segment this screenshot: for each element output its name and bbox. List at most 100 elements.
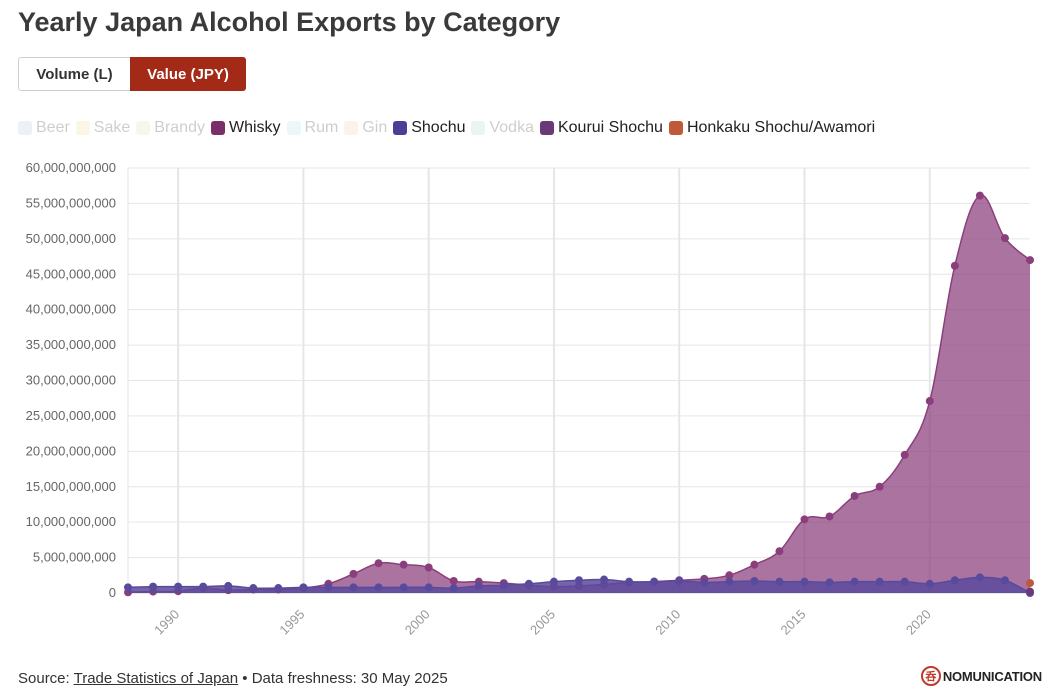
point-shochu: [850, 577, 859, 586]
legend-item-honkaku-shochu-awamori[interactable]: Honkaku Shochu/Awamori: [668, 119, 876, 137]
point-shochu: [975, 573, 984, 582]
point-honkaku-shochu-awamori: [1026, 579, 1034, 588]
metric-toggle: Volume (L) Value (JPY): [18, 57, 246, 91]
point-shochu: [1000, 576, 1009, 585]
point-shochu: [875, 577, 884, 586]
brand-logo[interactable]: 呑 NOMUNICATION: [920, 666, 1042, 686]
point-shochu: [750, 576, 759, 585]
point-whisky: [1026, 256, 1034, 265]
y-tick-label: 55,000,000,000: [26, 195, 116, 210]
legend-swatch: [210, 121, 225, 135]
nomunication-logo-icon: 呑: [920, 666, 941, 686]
point-whisky: [850, 491, 859, 500]
point-shochu: [474, 581, 483, 590]
source-link[interactable]: Trade Statistics of Japan: [73, 670, 239, 687]
x-tick-label: 2005: [527, 607, 558, 638]
point-whisky: [775, 547, 784, 556]
legend-swatch: [393, 121, 408, 135]
point-shochu: [224, 581, 233, 590]
point-shochu: [825, 578, 834, 587]
point-shochu: [499, 581, 508, 590]
point-whisky: [449, 576, 458, 585]
point-shochu: [524, 579, 533, 588]
point-shochu: [399, 583, 408, 592]
legend-label: Rum: [304, 119, 339, 136]
area-chart: 0 5,000,000,000 10,000,000,000 15,000,000,0…: [26, 160, 1034, 638]
point-shochu: [950, 576, 959, 585]
legend-item-vodka[interactable]: Vodka: [471, 119, 534, 137]
legend-label: Beer: [36, 119, 70, 136]
value-button[interactable]: Value (JPY): [130, 57, 246, 91]
point-shochu: [800, 577, 809, 586]
y-tick-label: 30,000,000,000: [26, 373, 116, 388]
point-shochu: [349, 583, 358, 592]
point-shochu: [675, 576, 684, 585]
point-whisky: [900, 450, 909, 459]
y-tick-label: 20,000,000,000: [26, 443, 116, 458]
legend-swatch: [75, 121, 90, 135]
x-tick-label: 1995: [276, 607, 307, 638]
point-kourui-shochu: [1026, 587, 1034, 596]
point-whisky: [349, 569, 358, 578]
point-shochu: [199, 582, 208, 591]
area-whisky: [128, 195, 1030, 593]
point-whisky: [800, 515, 809, 524]
point-whisky: [875, 482, 884, 491]
legend-item-sake[interactable]: Sake: [75, 119, 131, 137]
legend-swatch: [539, 121, 554, 135]
point-whisky: [975, 191, 984, 200]
legend-item-shochu[interactable]: Shochu: [393, 119, 465, 137]
data-freshness: • Data freshness: 30 May 2025: [238, 670, 448, 687]
point-shochu: [925, 579, 934, 588]
point-shochu: [775, 577, 784, 586]
source-footer: Source: Trade Statistics of Japan • Data…: [18, 670, 448, 687]
legend-label: Honkaku Shochu/Awamori: [686, 119, 876, 136]
y-tick-label: 60,000,000,000: [26, 160, 116, 175]
point-shochu: [700, 578, 709, 587]
legend-label: Whisky: [228, 119, 281, 136]
point-shochu: [274, 584, 283, 593]
point-shochu: [424, 583, 433, 592]
source-prefix: Source:: [18, 670, 74, 687]
legend-item-brandy[interactable]: Brandy: [136, 119, 205, 137]
point-whisky: [424, 563, 433, 572]
point-shochu: [725, 577, 734, 586]
legend-item-kourui-shochu[interactable]: Kourui Shochu: [539, 119, 663, 137]
legend-label: Vodka: [489, 119, 534, 136]
legend-item-whisky[interactable]: Whisky: [210, 119, 281, 137]
point-whisky: [925, 397, 934, 406]
x-tick-label: 1990: [151, 607, 182, 638]
point-shochu: [174, 582, 183, 591]
chart-legend: Beer Sake Brandy Whisky Rum Gin Shochu Vodka Kou…: [18, 119, 881, 137]
legend-item-rum[interactable]: Rum: [286, 119, 339, 137]
y-tick-label: 35,000,000,000: [26, 337, 116, 352]
volume-button[interactable]: Volume (L): [18, 57, 130, 91]
point-shochu: [900, 577, 909, 586]
legend-label: Sake: [93, 119, 131, 136]
x-tick-label: 2000: [402, 607, 433, 638]
y-tick-label: 5,000,000,000: [33, 550, 116, 565]
legend-swatch: [344, 121, 359, 135]
legend-swatch: [286, 121, 301, 135]
point-shochu: [625, 577, 634, 586]
point-shochu: [600, 575, 609, 584]
point-whisky: [1000, 234, 1009, 243]
x-tick-label: 2010: [652, 607, 683, 638]
y-tick-label: 45,000,000,000: [26, 266, 116, 281]
x-tick-label: 2020: [903, 607, 934, 638]
x-tick-label: 2015: [778, 607, 809, 638]
point-shochu: [575, 576, 583, 585]
legend-label: Gin: [362, 119, 388, 136]
y-tick-label: 25,000,000,000: [26, 408, 116, 423]
point-whisky: [950, 261, 959, 270]
legend-swatch: [668, 121, 683, 135]
y-tick-label: 50,000,000,000: [26, 231, 116, 246]
legend-item-beer[interactable]: Beer: [18, 119, 70, 137]
y-tick-label: 0: [109, 585, 116, 600]
point-shochu: [374, 583, 383, 592]
point-whisky: [374, 559, 383, 568]
chart-title: Yearly Japan Alcohol Exports by Category: [18, 7, 561, 37]
point-whisky: [725, 571, 734, 580]
legend-item-gin[interactable]: Gin: [344, 119, 387, 137]
legend-swatch: [471, 121, 486, 135]
